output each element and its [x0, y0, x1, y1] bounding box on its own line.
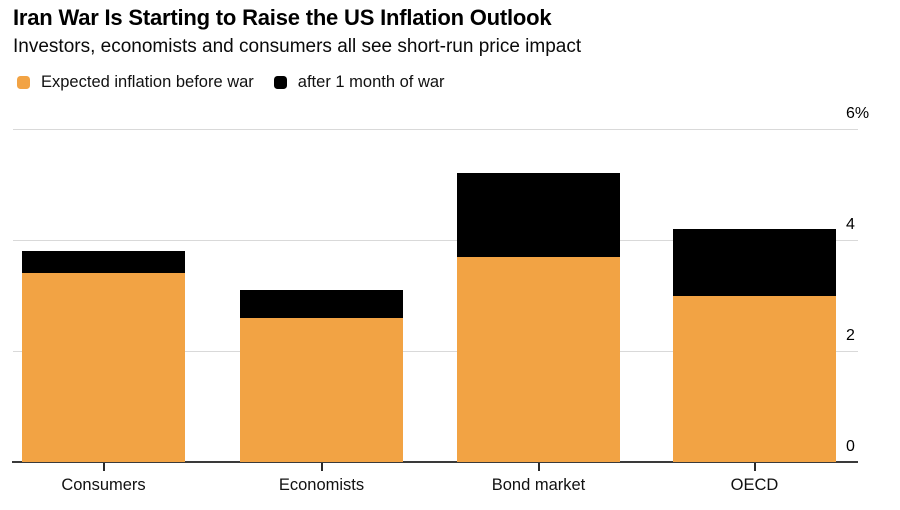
- gridline-6: [13, 128, 858, 130]
- bar-before-war-oecd: [673, 295, 836, 462]
- x-axis-tick: [537, 463, 540, 471]
- y-axis-tick-label-6: 6%: [846, 105, 870, 122]
- bar-before-war-bond-market: [457, 256, 620, 462]
- x-axis-tick: [320, 463, 323, 471]
- legend-item-before-war: Expected inflation before war: [17, 73, 254, 92]
- legend-swatch-black-icon: [273, 76, 287, 89]
- legend-label-after-war: after 1 month of war: [297, 73, 445, 91]
- gridline-2: [13, 350, 858, 352]
- bar-before-war-economists: [240, 317, 403, 462]
- y-axis-tick-label-4: 4: [846, 216, 855, 233]
- plot-area: 0 2 4 6% Consumers Economists Bond market OECD: [12, 105, 869, 494]
- bar-after-war-consumers: [22, 251, 185, 274]
- legend-label-before-war: Expected inflation before war: [41, 73, 254, 91]
- x-axis-category-label-bond-market: Bond market: [491, 476, 586, 494]
- y-axis-tick-label-0: 0: [846, 438, 855, 455]
- x-axis-tick: [102, 463, 105, 471]
- bar-after-war-economists: [240, 289, 403, 318]
- chart-subtitle: Investors, economists and consumers all …: [13, 36, 582, 57]
- legend: Expected inflation before war after 1 mo…: [17, 73, 445, 92]
- bar-after-war-bond-market: [457, 173, 620, 257]
- bar-after-war-oecd: [673, 228, 836, 296]
- x-axis-tick: [753, 463, 756, 471]
- bar-before-war-consumers: [22, 273, 185, 462]
- x-axis-category-label-oecd: OECD: [730, 476, 779, 494]
- x-axis-category-label-consumers: Consumers: [61, 476, 146, 494]
- x-axis-line: [12, 461, 858, 463]
- chart-title: Iran War Is Starting to Raise the US Inf…: [13, 5, 552, 30]
- legend-item-after-war: after 1 month of war: [273, 73, 445, 92]
- gridline-4: [13, 239, 858, 241]
- legend-swatch-orange-icon: [17, 76, 30, 89]
- x-axis-category-label-economists: Economists: [278, 476, 365, 494]
- y-axis-tick-label-2: 2: [846, 327, 855, 344]
